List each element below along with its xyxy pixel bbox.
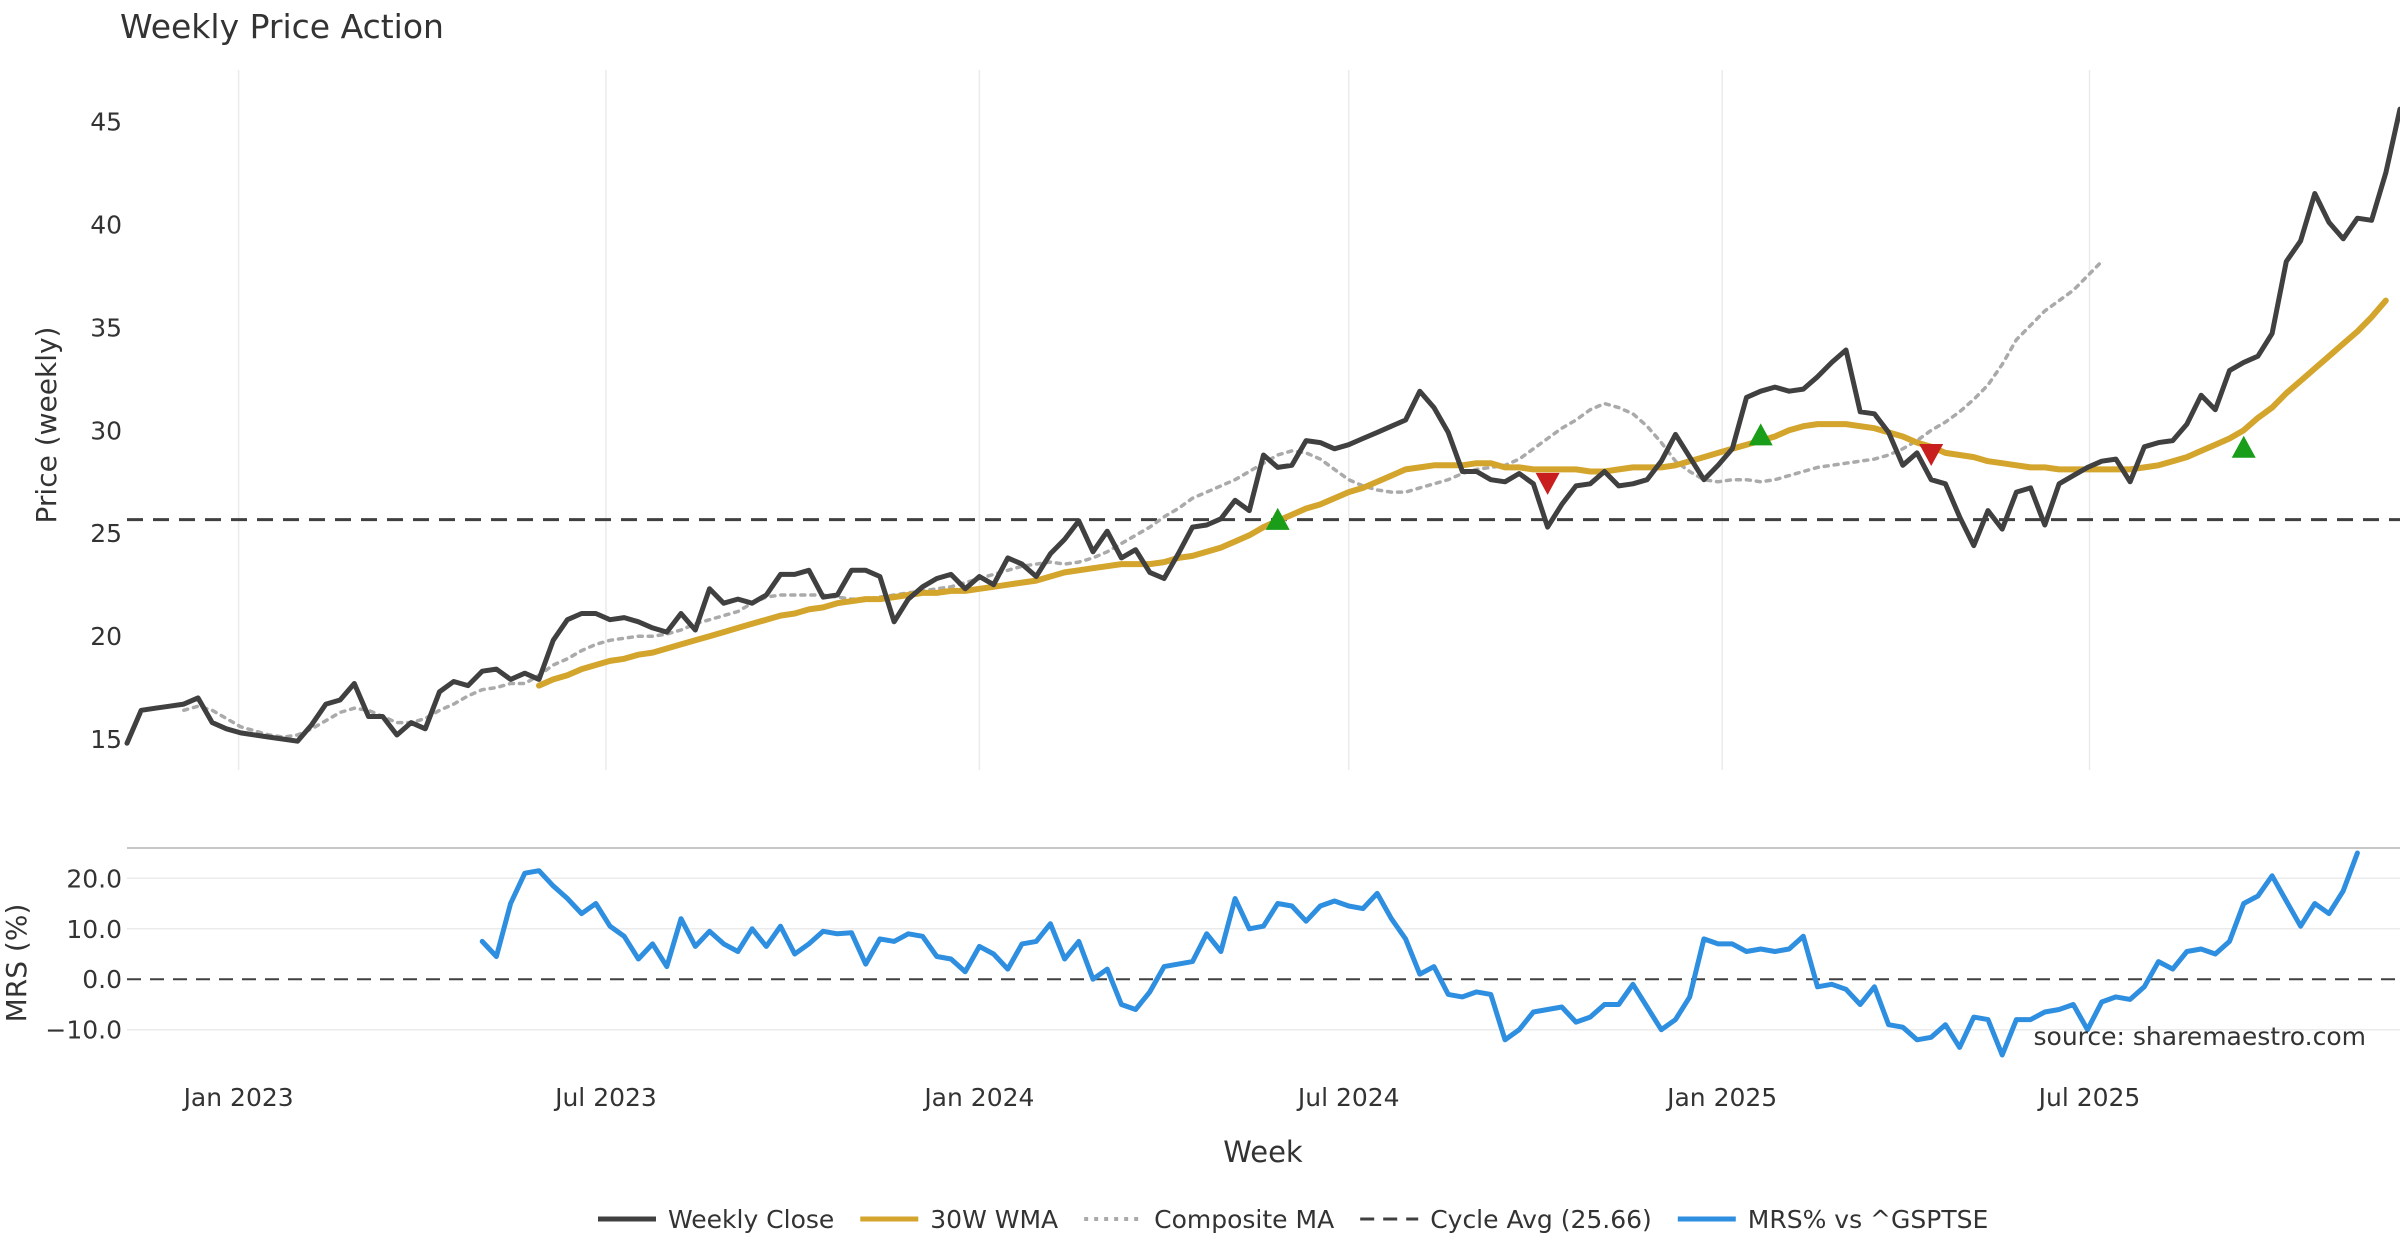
- x-axis-label: Week: [1223, 1135, 1303, 1169]
- price-y-tick-label: 40: [90, 210, 122, 239]
- composite-ma-line: [182, 259, 2104, 739]
- x-tick-label: Jul 2023: [553, 1083, 657, 1112]
- sell-signal-marker: [1919, 444, 1944, 466]
- mrs-y-tick-label: −10.0: [45, 1016, 122, 1045]
- price-y-tick-label: 25: [90, 519, 122, 548]
- mrs-line: [479, 850, 2360, 1058]
- chart-title: Weekly Price Action: [120, 7, 444, 46]
- price-y-tick-label: 20: [90, 622, 122, 651]
- weekly-close-line: [124, 106, 2400, 746]
- mrs-y-tick-label: 20.0: [66, 864, 122, 893]
- x-tick-label: Jul 2024: [1296, 1083, 1400, 1112]
- price-y-tick-label: 35: [90, 313, 122, 342]
- mrs-series-group: [479, 850, 2360, 1058]
- price-y-ticks: 15 20 25 30 35 40 45: [90, 107, 122, 754]
- price-series-group: [124, 106, 2400, 746]
- legend-label: Weekly Close: [668, 1205, 834, 1234]
- sell-signal-marker: [1535, 472, 1560, 495]
- legend: Weekly Close 30W WMA Composite MA Cycle Avg…: [598, 1205, 1988, 1234]
- price-y-tick-label: 45: [90, 107, 122, 136]
- mrs-y-tick-label: 10.0: [66, 915, 122, 944]
- source-note: source: sharemaestro.com: [2034, 1022, 2367, 1051]
- x-tick-label: Jan 2024: [922, 1083, 1034, 1112]
- buy-signal-marker: [2231, 435, 2256, 458]
- price-y-tick-label: 30: [90, 416, 122, 445]
- price-y-axis-label: Price (weekly): [30, 327, 63, 524]
- legend-label: MRS% vs ^GSPTSE: [1748, 1205, 1988, 1234]
- x-tick-label: Jan 2025: [1665, 1083, 1777, 1112]
- price-y-tick-label: 15: [90, 725, 122, 754]
- buy-signal-marker: [1265, 507, 1290, 530]
- price-panel-grid: [237, 70, 2091, 770]
- x-tick-label: Jan 2023: [182, 1083, 294, 1112]
- signal-markers: [1265, 423, 2256, 530]
- legend-label: Composite MA: [1154, 1205, 1334, 1234]
- legend-label: Cycle Avg (25.66): [1430, 1205, 1652, 1234]
- mrs-y-ticks: 20.0 10.0 0.0 −10.0: [45, 864, 122, 1044]
- buy-signal-marker: [1748, 423, 1773, 446]
- x-ticks: Jan 2023 Jul 2023 Jan 2024 Jul 2024 Jan 2025…: [182, 1083, 2141, 1112]
- mrs-y-axis-label: MRS (%): [0, 904, 33, 1023]
- mrs-y-tick-label: 0.0: [82, 965, 122, 994]
- legend-label: 30W WMA: [930, 1205, 1058, 1234]
- x-tick-label: Jul 2025: [2037, 1083, 2141, 1112]
